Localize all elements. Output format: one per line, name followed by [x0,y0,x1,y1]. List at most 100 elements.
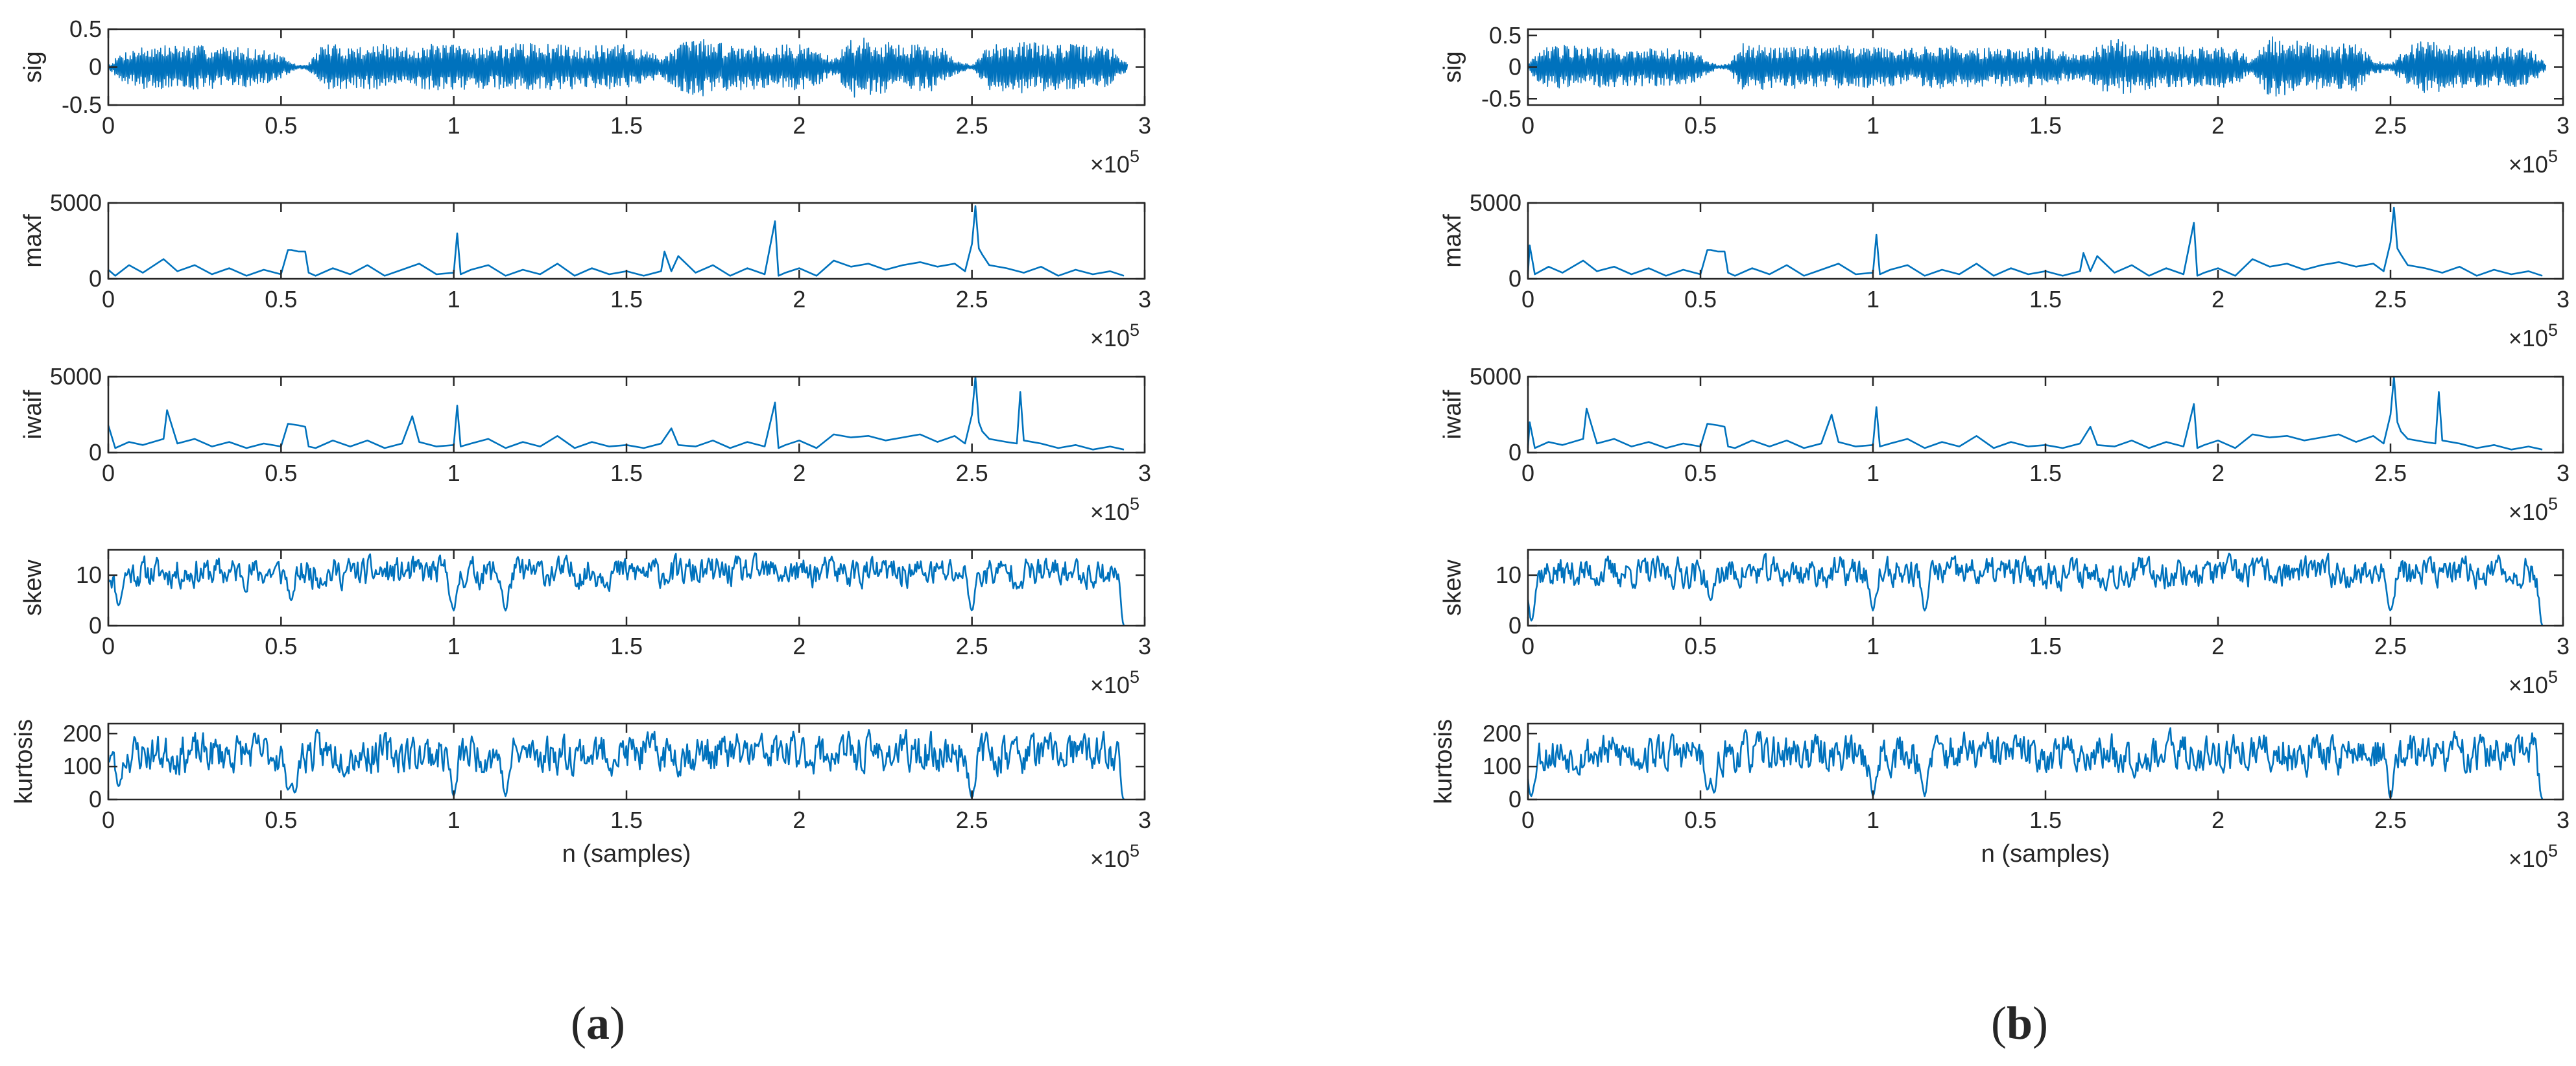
x-tick-label-skew-6: 3 [2557,633,2570,659]
x-tick-label-kurtosis-0: 0 [1521,807,1534,833]
x-tick-label-iwaif-2: 1 [1866,460,1879,486]
x-tick-label-kurtosis-3: 1.5 [2029,807,2062,833]
x-tick-label-maxf-2: 1 [1866,286,1879,313]
y-tick-label-sig-2: 0.5 [1489,22,1521,49]
x-exponent-base: ×10 [2509,672,2548,698]
series-line-kurtosis [1527,727,2544,800]
x-tick-label-iwaif-1: 0.5 [1684,460,1717,486]
x-exponent-maxf: ×105 [2509,320,2558,351]
x-tick-label-kurtosis-2: 1 [1866,807,1879,833]
y-tick-label-kurtosis-0: 0 [1509,786,1521,812]
y-axis-label-skew: skew [1439,560,1466,616]
x-exponent-base: ×10 [2509,325,2548,351]
x-tick-label-sig-6: 3 [2557,112,2570,139]
y-tick-label-iwaif-1: 5000 [50,363,102,390]
x-tick-label-maxf-1: 0.5 [265,286,297,313]
x-exponent-power: 5 [1130,667,1139,687]
x-tick-label-maxf-4: 2 [793,286,805,313]
y-axis-label-sig: sig [1439,51,1466,83]
panel-a-label-open: ( [571,997,586,1049]
subplot-kurtosis: 0 0.5 1 1.5 2 2.5 3 ×105 0 100 200 kurtosis [10,719,1151,872]
x-tick-label-maxf-3: 1.5 [610,286,643,313]
panel-b-label-letter: b [2007,997,2033,1049]
x-tick-label-iwaif-4: 2 [2212,460,2224,486]
x-tick-label-kurtosis-2: 1 [447,807,460,833]
x-tick-label-iwaif-0: 0 [1521,460,1534,486]
x-tick-label-skew-4: 2 [793,633,805,659]
x-tick-label-sig-6: 3 [1138,112,1151,139]
x-tick-label-sig-2: 1 [447,112,460,139]
y-tick-label-iwaif-1: 5000 [1470,363,1521,390]
x-tick-label-iwaif-5: 2.5 [2374,460,2407,486]
y-tick-label-kurtosis-0: 0 [89,786,102,812]
y-tick-label-kurtosis-2: 200 [1483,720,1521,746]
y-tick-label-maxf-1: 5000 [50,189,102,216]
x-exponent-power: 5 [2548,494,2558,514]
x-tick-label-maxf-2: 1 [447,286,460,313]
x-exponent-iwaif: ×105 [1090,494,1139,525]
x-exponent-kurtosis: ×105 [1090,841,1139,872]
x-tick-label-sig-4: 2 [793,112,805,139]
x-tick-label-skew-4: 2 [2212,633,2224,659]
x-exponent-power: 5 [2548,320,2558,340]
x-exponent-sig: ×105 [1090,147,1139,178]
y-tick-label-iwaif-0: 0 [1509,439,1521,466]
x-exponent-kurtosis: ×105 [2509,841,2558,872]
subplot-kurtosis: 0 0.5 1 1.5 2 2.5 3 ×105 0 100 200 kurtosis [1430,719,2570,872]
x-tick-label-kurtosis-5: 2.5 [2374,807,2407,833]
y-axis-label-iwaif: iwaif [19,390,47,439]
y-axis-label-kurtosis: kurtosis [1430,719,1457,804]
x-tick-label-sig-4: 2 [2212,112,2224,139]
y-tick-label-sig-1: 0 [89,54,102,80]
x-tick-label-kurtosis-3: 1.5 [610,807,643,833]
x-exponent-power: 5 [1130,494,1139,514]
x-exponent-power: 5 [1130,841,1139,860]
y-tick-label-skew-1: 10 [1496,562,1521,588]
panel-b-label: (b) [1991,997,2048,1049]
x-tick-label-iwaif-0: 0 [102,460,115,486]
x-exponent-base: ×10 [1090,672,1130,698]
y-tick-label-sig-0: -0.5 [1481,85,1521,112]
y-axis-label-kurtosis: kurtosis [10,719,38,804]
y-tick-label-skew-0: 0 [1509,612,1521,639]
x-exponent-base: ×10 [2509,151,2548,178]
x-tick-label-skew-3: 1.5 [2029,633,2062,659]
x-tick-label-skew-2: 1 [1866,633,1879,659]
x-tick-label-maxf-0: 0 [1521,286,1534,313]
x-tick-label-skew-0: 0 [102,633,115,659]
x-tick-label-sig-5: 2.5 [2374,112,2407,139]
x-tick-label-skew-5: 2.5 [2374,633,2407,659]
panel-a-label-close: ) [610,997,625,1049]
x-tick-label-sig-0: 0 [1521,112,1534,139]
x-tick-label-kurtosis-1: 0.5 [265,807,297,833]
x-exponent-power: 5 [2548,841,2558,860]
y-axis-label-iwaif: iwaif [1439,390,1466,439]
y-tick-label-kurtosis-2: 200 [63,720,102,746]
x-tick-label-kurtosis-0: 0 [102,807,115,833]
x-tick-label-sig-1: 0.5 [1684,112,1717,139]
panel-a-label: (a) [571,997,625,1049]
x-exponent-maxf: ×105 [1090,320,1139,351]
y-tick-label-kurtosis-1: 100 [63,753,102,779]
x-exponent-base: ×10 [2509,846,2548,872]
y-tick-label-maxf-0: 0 [89,265,102,292]
x-tick-label-iwaif-3: 1.5 [610,460,643,486]
panel-b-label-close: ) [2033,997,2048,1049]
subplot-skew: 0 0.5 1 1.5 2 2.5 3 ×105 0 10 skew [19,549,1151,698]
y-axis-label-skew: skew [19,560,47,616]
series-line-kurtosis [108,729,1125,800]
y-tick-label-skew-0: 0 [89,612,102,639]
y-axis-label-maxf: maxf [19,214,47,268]
x-tick-label-kurtosis-5: 2.5 [956,807,988,833]
x-tick-label-iwaif-1: 0.5 [265,460,297,486]
panel-b-label-open: ( [1991,997,2007,1049]
y-tick-label-maxf-0: 0 [1509,265,1521,292]
x-exponent-skew: ×105 [2509,667,2558,698]
x-tick-label-iwaif-6: 3 [2557,460,2570,486]
